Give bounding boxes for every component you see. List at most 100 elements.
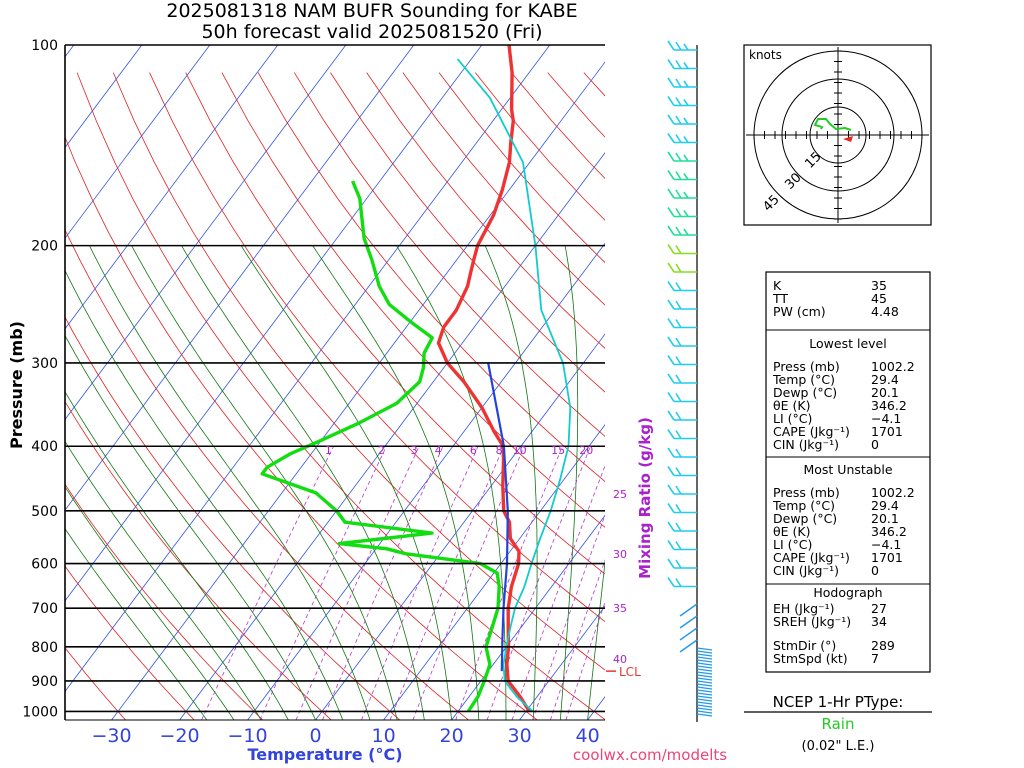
hodograph-stats-title: Hodograph [813, 585, 882, 600]
y-tick-label: 200 [31, 239, 58, 255]
most-unstable-title: Most Unstable [803, 462, 892, 477]
wind-barb [667, 40, 697, 51]
lowest-label: CAPE (Jkg⁻¹) [773, 424, 850, 439]
mixing-ratio-tick: 20 [579, 444, 593, 457]
y-tick-label: 800 [31, 640, 58, 656]
wind-barb [679, 639, 698, 653]
y-tick-label: 100 [31, 38, 58, 54]
dry-adiabat-line [65, 316, 401, 720]
hodo-label: SREH (Jkg⁻¹) [773, 614, 851, 629]
isotherm-line [65, 45, 279, 330]
moist-adiabat-line [131, 245, 398, 720]
x-tick-label: −30 [92, 725, 132, 747]
chart-title: 2025081318 NAM BUFR Sounding for KABE [166, 0, 577, 22]
x-tick-label: −10 [228, 725, 268, 747]
wind-barb [696, 686, 713, 690]
mixing-ratio-line [486, 446, 591, 720]
temperature-profile [436, 45, 531, 713]
index-value: 45 [871, 291, 887, 306]
index-value: 35 [871, 278, 887, 293]
moist-adiabat-line [65, 486, 235, 720]
unstable-label: Dewp (°C) [773, 511, 837, 526]
unstable-value: 1002.2 [871, 485, 915, 500]
dry-adiabat-line [65, 565, 195, 720]
hodograph-unit-label: knots [749, 48, 782, 62]
dry-adiabat-line [293, 72, 605, 437]
unstable-label: Temp (°C) [772, 498, 835, 513]
wind-barb [667, 188, 697, 199]
moist-adiabat-line [65, 269, 344, 720]
y-tick-label: 700 [31, 601, 58, 617]
wind-barb [667, 373, 697, 384]
wind-barb [667, 59, 697, 70]
moist-adiabat-line [65, 528, 208, 720]
lowest-label: Temp (°C) [772, 372, 835, 387]
lowest-label: Press (mb) [773, 359, 840, 374]
wind-barb [696, 689, 713, 693]
lowest-label: CIN (Jkg⁻¹) [773, 437, 839, 452]
wind-barb [696, 704, 713, 708]
lowest-label: Dewp (°C) [773, 385, 837, 400]
wind-barb [667, 466, 697, 477]
hodo-value: 34 [871, 614, 887, 629]
isotherm-line [65, 45, 211, 239]
y-axis-label: Pressure (mb) [7, 321, 26, 449]
moist-adiabat-line [484, 245, 538, 720]
y-tick-label: 1000 [22, 704, 58, 720]
wind-barb [667, 207, 697, 218]
mixing-ratio-label: Mixing Ratio (g/kg) [636, 417, 654, 579]
unstable-label: CAPE (Jkg⁻¹) [773, 550, 850, 565]
lowest-value: 0 [871, 437, 879, 452]
mixing-ratio-line [511, 464, 605, 720]
unstable-label: Press (mb) [773, 485, 840, 500]
chart-subtitle: 50h forecast valid 2025081520 (Fri) [201, 21, 542, 43]
wind-barb [696, 707, 713, 711]
x-tick-label: 0 [310, 725, 322, 747]
lowest-label: LI (°C) [773, 411, 812, 426]
unstable-label: LI (°C) [773, 537, 812, 552]
moist-adiabat-line [65, 440, 262, 720]
wind-barb [667, 577, 697, 588]
unstable-value: −4.1 [871, 537, 901, 552]
wind-barb [667, 262, 697, 273]
wind-barb [667, 170, 697, 181]
dry-adiabat-line [65, 400, 332, 720]
wind-barb [679, 603, 698, 617]
indices-frame [765, 271, 931, 673]
y-tick-label: 600 [31, 557, 58, 573]
storm-label: StmDir (°) [773, 638, 836, 653]
mixing-ratio-line [412, 446, 525, 720]
lowest-value: 20.1 [871, 385, 899, 400]
wind-barb [667, 336, 697, 347]
wind-barb [696, 662, 713, 666]
dewpoint-profile [260, 180, 501, 713]
isotherm-line [65, 45, 483, 602]
wind-barb [667, 558, 697, 569]
x-tick-label: 10 [371, 725, 395, 747]
mixing-ratio-line [322, 446, 444, 720]
hodo-value: 27 [871, 601, 887, 616]
mixing-ratio-tick: 40 [613, 653, 627, 666]
mixing-ratio-tick: 10 [513, 444, 527, 457]
virtual-temp-profile [456, 58, 572, 713]
wind-barb [696, 650, 713, 654]
moist-adiabat-line [587, 558, 605, 720]
wind-barb [667, 244, 697, 255]
index-value: 4.48 [871, 304, 899, 319]
storm-motion-marker [843, 136, 853, 142]
dry-adiabat-line [65, 228, 469, 720]
wind-barb [696, 665, 713, 669]
indices-panel: K 35 TT 45 PW (cm) 4.48 Lowest level Press (mb)… [765, 271, 931, 673]
mixing-ratio-line [259, 446, 387, 720]
wind-barb [667, 410, 697, 421]
index-label: TT [772, 291, 788, 306]
moist-adiabat-line [65, 390, 289, 720]
wind-barb [696, 701, 713, 705]
wind-barb [667, 540, 697, 551]
wind-barb [696, 713, 713, 717]
mixing-ratio-line [295, 446, 420, 720]
wind-barb [667, 429, 697, 440]
moist-adiabat-line [181, 245, 425, 720]
